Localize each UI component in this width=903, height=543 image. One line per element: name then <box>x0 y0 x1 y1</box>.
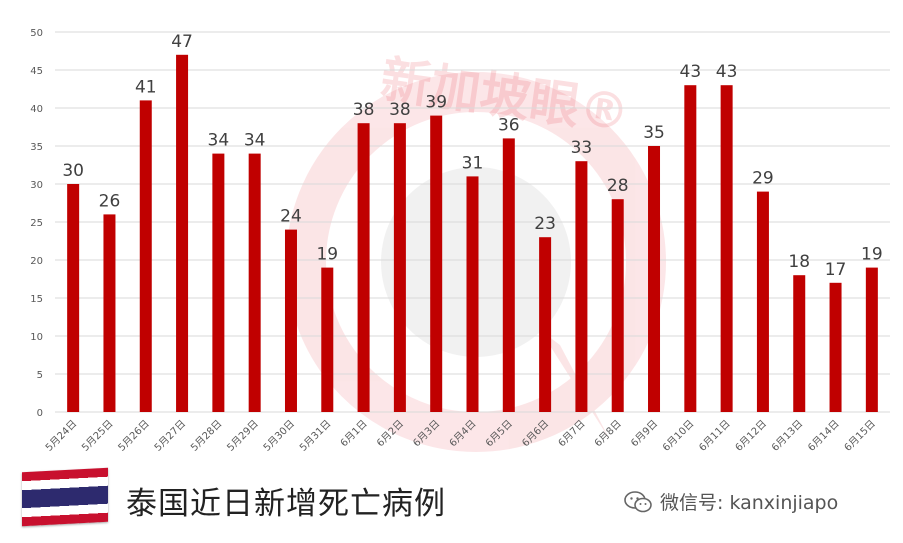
data-label: 24 <box>280 207 302 227</box>
y-tick-label: 30 <box>30 180 43 191</box>
data-label: 17 <box>825 260 847 280</box>
x-tick-label: 5月25日 <box>79 418 115 454</box>
bar <box>502 138 515 412</box>
data-label: 43 <box>716 62 738 82</box>
bar <box>466 176 479 412</box>
bar <box>103 214 116 412</box>
wechat-label: 微信号: kanxinjiapo <box>660 492 839 514</box>
data-labels: 30 26 41 47 34 34 24 19 38 38 39 31 36 23 33 28 35 43 43 29… <box>62 32 882 280</box>
bar <box>865 267 878 412</box>
data-label: 33 <box>571 138 593 158</box>
y-tick-label: 20 <box>30 256 43 267</box>
x-tick-label: 5月31日 <box>297 418 333 454</box>
bar <box>284 229 297 412</box>
x-tick-label: 6月9日 <box>629 418 661 450</box>
data-label: 38 <box>389 100 411 120</box>
bar <box>575 161 588 412</box>
data-label: 34 <box>244 131 266 151</box>
bar <box>357 123 370 412</box>
data-label: 19 <box>861 245 883 265</box>
data-label: 26 <box>99 191 121 211</box>
bar <box>829 282 842 412</box>
x-tick-label: 5月27日 <box>152 418 188 454</box>
data-label: 43 <box>680 62 702 82</box>
data-label: 23 <box>534 214 556 234</box>
x-tick-label: 6月1日 <box>338 418 370 450</box>
bar <box>430 115 443 412</box>
y-tick-label: 35 <box>30 142 43 153</box>
y-tick-label: 10 <box>30 332 43 343</box>
thailand-flag-icon <box>22 467 108 527</box>
bar <box>756 191 769 412</box>
bar <box>248 153 261 412</box>
x-tick-label: 5月30日 <box>261 418 297 454</box>
data-label: 34 <box>208 131 230 151</box>
bar <box>176 54 189 413</box>
bar <box>793 275 806 412</box>
x-tick-label: 6月12日 <box>733 418 769 454</box>
data-label: 38 <box>353 100 375 120</box>
wechat-icon <box>624 490 652 512</box>
x-tick-label: 6月13日 <box>769 418 805 454</box>
data-label: 18 <box>788 252 810 272</box>
x-tick-label: 5月29日 <box>225 418 261 454</box>
data-label: 31 <box>462 153 484 173</box>
y-tick-label: 45 <box>30 66 43 77</box>
footer: 泰国近日新增死亡病例 微信号: kanxinjiapo <box>0 462 903 543</box>
data-label: 19 <box>316 245 338 265</box>
bar <box>393 123 406 412</box>
y-tick-label: 40 <box>30 104 43 115</box>
data-label: 28 <box>607 176 629 196</box>
data-label: 35 <box>643 123 665 143</box>
y-axis-ticks: 0 5 10 15 20 25 30 35 40 45 50 <box>30 28 43 419</box>
data-label: 29 <box>752 169 774 189</box>
y-tick-label: 25 <box>30 218 43 229</box>
data-label: 36 <box>498 115 520 135</box>
x-tick-label: 6月8日 <box>592 418 624 450</box>
bar <box>539 237 552 412</box>
bar <box>684 85 697 412</box>
wechat-id: 微信号: kanxinjiapo <box>624 488 838 515</box>
y-tick-label: 5 <box>37 370 43 381</box>
chart-caption: 泰国近日新增死亡病例 <box>126 486 446 522</box>
data-label: 47 <box>171 32 193 52</box>
data-label: 41 <box>135 77 157 97</box>
data-label: 39 <box>425 93 447 113</box>
x-tick-label: 6月11日 <box>697 418 733 454</box>
y-tick-label: 15 <box>30 294 43 305</box>
x-tick-label: 5月24日 <box>43 418 79 454</box>
bar <box>321 267 334 412</box>
x-tick-label: 6月10日 <box>660 418 696 454</box>
bars <box>67 54 878 413</box>
bar <box>720 85 733 412</box>
bar <box>611 199 624 412</box>
y-tick-label: 0 <box>37 408 43 419</box>
bar <box>648 146 661 412</box>
y-tick-label: 50 <box>30 28 43 39</box>
bar <box>67 184 80 412</box>
x-tick-label: 6月15日 <box>842 418 878 454</box>
x-tick-label: 5月28日 <box>188 418 224 454</box>
bar <box>212 153 225 412</box>
x-tick-label: 6月14日 <box>806 418 842 454</box>
bar <box>139 100 152 413</box>
x-tick-label: 5月26日 <box>116 418 152 454</box>
data-label: 30 <box>62 161 84 181</box>
